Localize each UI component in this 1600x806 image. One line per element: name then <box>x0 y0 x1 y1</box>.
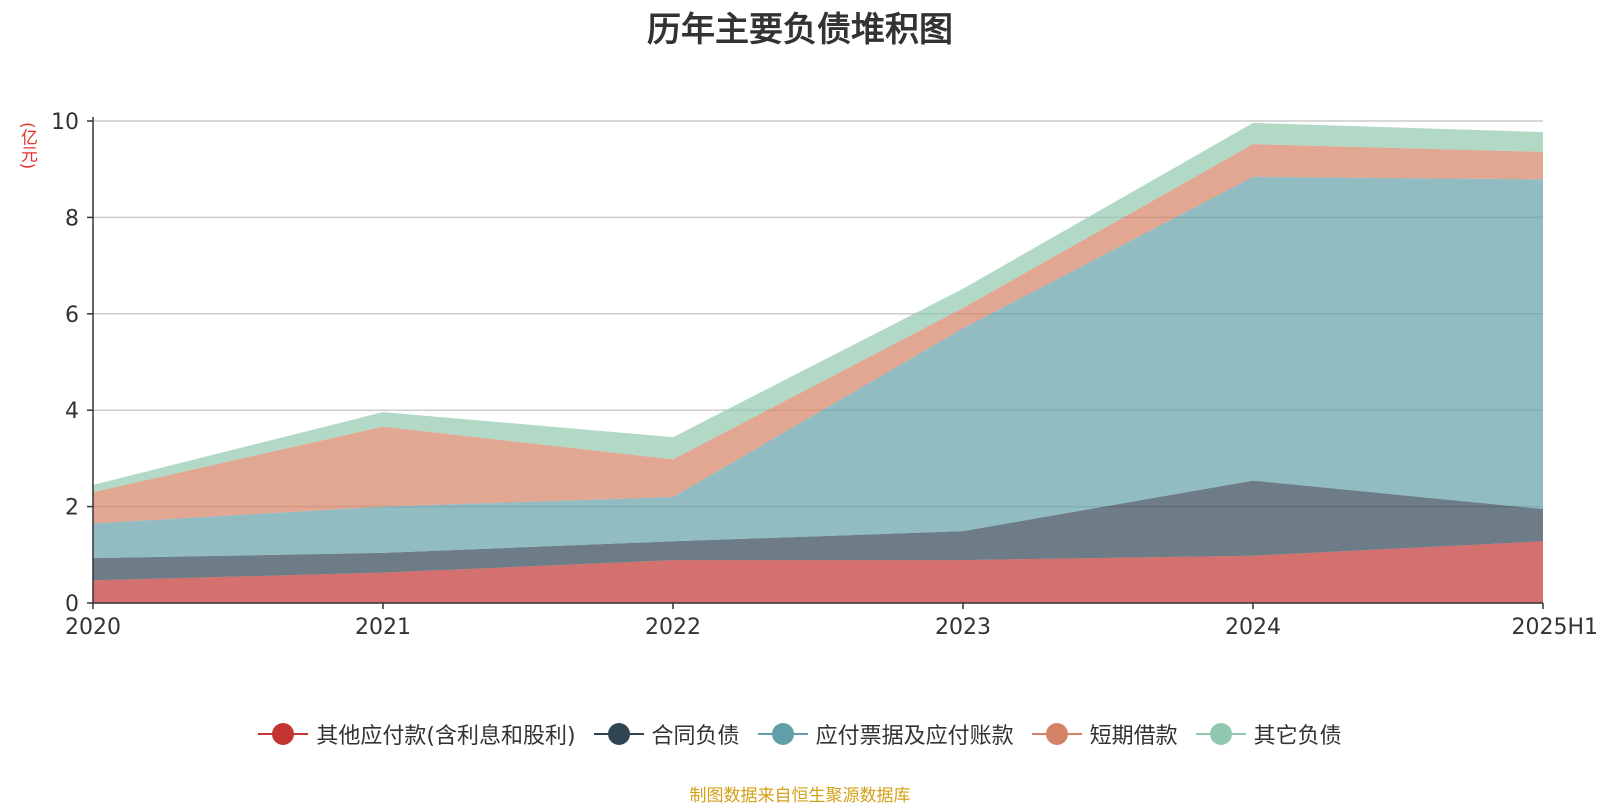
legend-item-2[interactable]: 应付票据及应付账款 <box>757 718 1014 750</box>
x-tick-label: 2024 <box>1225 615 1281 640</box>
x-tick-label: 2023 <box>935 615 991 640</box>
chart-title: 历年主要负债堆积图 <box>647 10 953 50</box>
legend-marker-icon <box>1195 722 1246 746</box>
axes: 0 2 4 6 8 10 2020 2021 2022 2023 2024 2025H1 <box>51 110 1598 640</box>
area-series-0 <box>93 541 1543 603</box>
area-series-2 <box>93 176 1543 559</box>
x-tick-label: 2025H1 <box>1511 615 1598 640</box>
legend-marker-icon <box>258 722 309 746</box>
legend-item-3[interactable]: 短期借款 <box>1031 718 1178 750</box>
y-tick-label: 2 <box>65 496 79 521</box>
legend-label: 合同负债 <box>651 724 740 749</box>
x-tick-label: 2022 <box>645 615 701 640</box>
stacked-areas <box>93 122 1543 603</box>
x-tick-label: 2020 <box>65 615 121 640</box>
x-tick-label: 2021 <box>355 615 411 640</box>
legend-marker-icon <box>1031 722 1082 746</box>
area-series-1 <box>93 480 1543 581</box>
legend-marker-icon <box>593 722 644 746</box>
y-tick-label: 0 <box>65 592 79 617</box>
y-tick-label: 10 <box>51 110 79 135</box>
legend-label: 其它负债 <box>1253 724 1342 749</box>
y-tick-label: 6 <box>65 303 79 328</box>
y-tick-label: 4 <box>65 399 79 424</box>
legend-item-0[interactable]: 其他应付款(含利息和股利) <box>258 718 576 750</box>
legend-item-4[interactable]: 其它负债 <box>1195 718 1342 750</box>
legend-label: 其他应付款(含利息和股利) <box>316 724 576 749</box>
legend-marker-icon <box>757 722 808 746</box>
area-series-4 <box>93 122 1543 493</box>
legend: 其他应付款(含利息和股利) 合同负债 应付票据及应付账款 短期借款 其它负债 <box>0 718 1600 750</box>
legend-item-1[interactable]: 合同负债 <box>593 718 740 750</box>
y-tick-label: 8 <box>65 206 79 231</box>
source-note: 制图数据来自恒生聚源数据库 <box>689 786 911 806</box>
y-axis-unit-label: (亿元) <box>17 122 37 170</box>
legend-label: 应付票据及应付账款 <box>815 724 1014 749</box>
area-series-3 <box>93 144 1543 524</box>
legend-label: 短期借款 <box>1089 724 1178 749</box>
